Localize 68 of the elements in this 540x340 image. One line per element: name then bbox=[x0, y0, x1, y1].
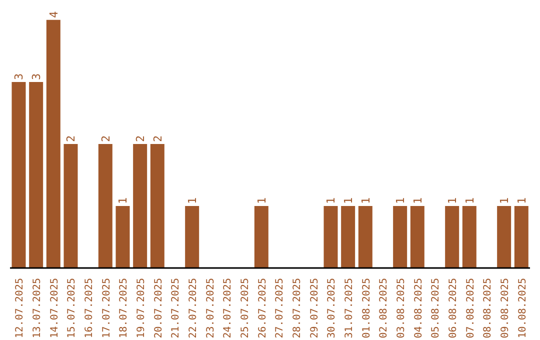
bar bbox=[185, 206, 200, 268]
bar bbox=[341, 206, 356, 268]
data-label: 1 bbox=[446, 197, 460, 204]
x-tick-label: 22.07.2025 bbox=[188, 278, 199, 338]
bar bbox=[358, 206, 372, 268]
data-label: 1 bbox=[463, 197, 476, 204]
x-tick-label: 05.08.2025 bbox=[430, 278, 442, 338]
x-tick-label: 03.08.2025 bbox=[396, 278, 407, 338]
data-label: 1 bbox=[394, 197, 408, 204]
x-tick-label: 20.07.2025 bbox=[153, 278, 164, 338]
x-tick-label: 08.08.2025 bbox=[482, 278, 494, 338]
bar bbox=[46, 20, 60, 268]
data-label: 2 bbox=[134, 135, 148, 142]
data-label: 1 bbox=[255, 197, 268, 204]
data-label: 1 bbox=[359, 197, 372, 204]
x-tick-label: 04.08.2025 bbox=[413, 278, 424, 338]
bar bbox=[497, 206, 512, 268]
x-tick-label: 27.07.2025 bbox=[274, 278, 286, 338]
data-label: 3 bbox=[30, 73, 44, 80]
x-tick-label: 12.07.2025 bbox=[14, 278, 26, 338]
x-tick-label: 07.08.2025 bbox=[465, 278, 476, 338]
x-tick-label: 31.07.2025 bbox=[344, 278, 355, 338]
bar bbox=[393, 206, 408, 268]
data-label: 4 bbox=[47, 10, 60, 18]
data-label: 2 bbox=[99, 135, 112, 142]
x-tick-label: 01.08.2025 bbox=[361, 278, 372, 338]
x-tick-label: 30.07.2025 bbox=[326, 278, 338, 338]
x-tick-label: 26.07.2025 bbox=[257, 278, 268, 338]
data-label: 3 bbox=[12, 73, 26, 80]
bar bbox=[29, 82, 44, 268]
data-label: 2 bbox=[64, 135, 78, 142]
x-tick-label: 06.08.2025 bbox=[448, 278, 459, 338]
x-tick-label: 10.08.2025 bbox=[517, 278, 528, 338]
bar bbox=[445, 206, 460, 268]
x-tick-label: 15.07.2025 bbox=[66, 278, 78, 338]
x-tick-label: 02.08.2025 bbox=[378, 278, 390, 338]
x-tick-label: 17.07.2025 bbox=[101, 278, 112, 338]
x-tick-label: 19.07.2025 bbox=[136, 278, 147, 338]
data-label: 1 bbox=[342, 197, 356, 204]
data-label: 1 bbox=[324, 197, 338, 204]
x-tick-label: 28.07.2025 bbox=[292, 278, 303, 338]
data-label: 1 bbox=[411, 197, 424, 204]
x-tick-label: 09.08.2025 bbox=[500, 278, 511, 338]
x-tick-label: 25.07.2025 bbox=[240, 278, 251, 338]
bar bbox=[324, 206, 338, 268]
data-label: 1 bbox=[186, 197, 200, 204]
x-tick-label: 21.07.2025 bbox=[170, 278, 182, 338]
bar bbox=[98, 144, 112, 268]
x-tick-label: 23.07.2025 bbox=[205, 278, 216, 338]
x-tick-label: 29.07.2025 bbox=[309, 278, 320, 338]
x-tick-label: 13.07.2025 bbox=[32, 278, 43, 338]
bar bbox=[12, 82, 26, 268]
bar bbox=[150, 144, 164, 268]
data-label: 1 bbox=[515, 197, 528, 204]
x-tick-label: 14.07.2025 bbox=[49, 278, 60, 338]
x-tick-label: 16.07.2025 bbox=[84, 278, 95, 338]
bar bbox=[133, 144, 148, 268]
bar bbox=[462, 206, 476, 268]
x-tick-label: 18.07.2025 bbox=[118, 278, 130, 338]
bar bbox=[254, 206, 268, 268]
bar bbox=[64, 144, 78, 268]
data-label: 1 bbox=[498, 197, 512, 204]
bar bbox=[514, 206, 528, 268]
data-label: 2 bbox=[151, 135, 164, 142]
data-label: 1 bbox=[116, 197, 130, 204]
x-tick-label: 24.07.2025 bbox=[222, 278, 234, 338]
bar bbox=[410, 206, 424, 268]
bar bbox=[116, 206, 130, 268]
